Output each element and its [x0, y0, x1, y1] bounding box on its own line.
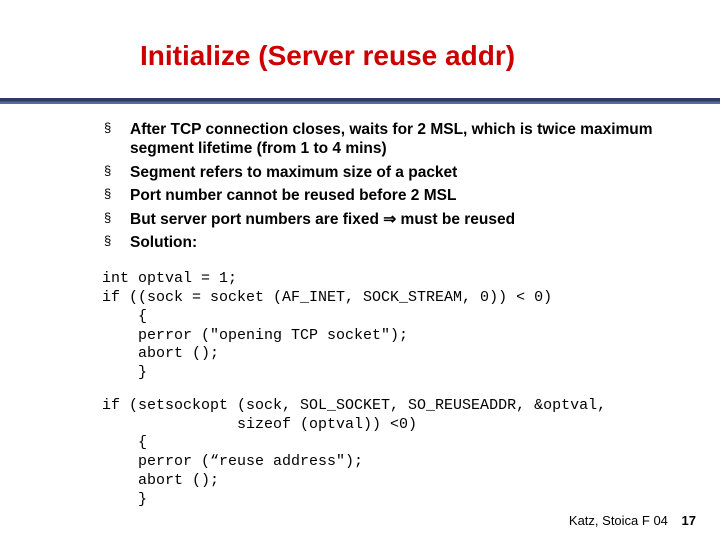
slide-content: After TCP connection closes, waits for 2…: [100, 120, 660, 509]
slide-title: Initialize (Server reuse addr): [0, 0, 720, 72]
slide: Initialize (Server reuse addr) After TCP…: [0, 0, 720, 540]
bullet-item: But server port numbers are fixed ⇒ must…: [100, 210, 660, 229]
bullet-item: Segment refers to maximum size of a pack…: [100, 163, 660, 182]
bullet-list: After TCP connection closes, waits for 2…: [100, 120, 660, 252]
footer-page-number: 17: [682, 513, 696, 528]
bullet-item: After TCP connection closes, waits for 2…: [100, 120, 660, 159]
code-block-1: int optval = 1; if ((sock = socket (AF_I…: [102, 270, 660, 383]
slide-footer: Katz, Stoica F 04 17: [569, 513, 696, 528]
code-block-2: if (setsockopt (sock, SOL_SOCKET, SO_REU…: [102, 397, 660, 510]
bullet-item: Solution:: [100, 233, 660, 252]
title-rule: [0, 98, 720, 104]
footer-attribution: Katz, Stoica F 04: [569, 513, 668, 528]
spacer: [100, 383, 660, 397]
bullet-item: Port number cannot be reused before 2 MS…: [100, 186, 660, 205]
